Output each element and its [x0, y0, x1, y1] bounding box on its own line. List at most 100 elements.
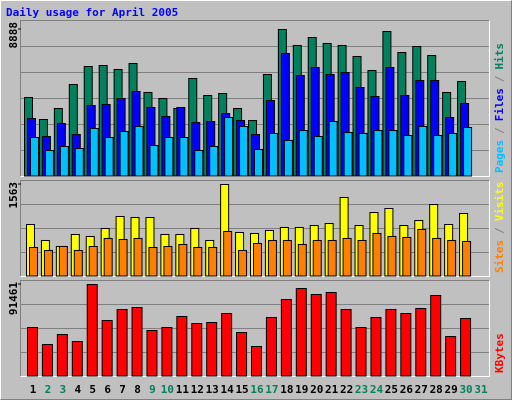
x-tick-label: 17: [265, 383, 278, 396]
bar: [208, 246, 218, 277]
x-tick-label: 1: [30, 383, 37, 396]
x-tick-label: 2: [45, 383, 52, 396]
x-tick-label: 20: [310, 383, 323, 396]
x-tick-label: 14: [221, 383, 235, 396]
bar: [43, 249, 53, 277]
x-tick-label: 9: [149, 383, 156, 396]
bar: [239, 126, 249, 177]
bar: [71, 341, 83, 377]
bar: [206, 322, 218, 377]
x-tick-label: 7: [119, 383, 126, 396]
bar: [400, 313, 412, 377]
x-tick-label: 27: [415, 383, 428, 396]
bar: [103, 237, 113, 277]
bar: [146, 330, 158, 377]
bar: [86, 284, 98, 377]
bar: [73, 249, 83, 277]
bar: [88, 245, 98, 277]
bar: [134, 126, 144, 177]
bar: [29, 246, 38, 277]
bar: [310, 293, 322, 377]
bar: [430, 294, 442, 377]
bar: [118, 238, 128, 277]
bar: [373, 130, 383, 177]
bar: [358, 132, 368, 177]
bar: [164, 137, 174, 177]
panel-shadow: [20, 20, 490, 177]
bar: [194, 150, 204, 177]
x-tick-label: 4: [74, 383, 81, 396]
bar: [342, 237, 352, 277]
bar: [463, 126, 473, 177]
legend-separator: /: [493, 127, 506, 134]
x-tick-label: 19: [295, 383, 308, 396]
bar: [418, 126, 428, 177]
x-tick-label: 5: [89, 383, 96, 396]
bar: [191, 322, 203, 377]
bar: [44, 150, 54, 177]
bar: [59, 145, 69, 177]
x-tick-label: 25: [385, 383, 398, 396]
bar: [133, 237, 143, 277]
panel-light: [20, 280, 490, 377]
x-tick-label: 16: [250, 383, 264, 396]
x-tick-label: 11: [176, 383, 190, 396]
x-tick-label: 30: [459, 383, 472, 396]
bar: [343, 132, 353, 177]
legend-separator: /: [493, 75, 506, 82]
bar: [297, 243, 307, 277]
bar: [402, 236, 412, 277]
x-tick-label: 3: [60, 383, 67, 396]
legend-entry: Pages: [493, 140, 506, 173]
bar: [370, 317, 382, 377]
bar: [148, 246, 158, 277]
bar: [238, 249, 248, 277]
y-max-label: 8888: [7, 22, 20, 49]
legend-entry: Sites: [493, 240, 506, 273]
bar: [432, 237, 442, 277]
bar: [89, 128, 99, 177]
bar: [163, 245, 173, 277]
bar: [403, 134, 413, 177]
bar: [254, 149, 263, 177]
bar: [417, 228, 427, 277]
legend-entry: Visits: [493, 182, 506, 222]
bar: [357, 239, 367, 277]
bar: [27, 327, 38, 377]
bar: [131, 307, 143, 377]
bar: [41, 344, 53, 377]
bar: [265, 317, 277, 377]
bar: [372, 232, 382, 277]
chart-title: Daily usage for April 2005: [6, 6, 178, 19]
legend-entry: KBytes: [493, 333, 506, 373]
x-tick-label: 13: [206, 383, 219, 396]
bar: [325, 292, 337, 377]
panel-shadow: [20, 280, 490, 377]
bar: [445, 336, 457, 377]
bar: [282, 239, 292, 277]
bar: [385, 309, 397, 377]
bar: [58, 245, 68, 277]
bar: [313, 136, 323, 177]
x-tick-label: 18: [280, 383, 293, 396]
bar: [149, 145, 159, 177]
bar: [415, 308, 427, 377]
bar: [74, 147, 84, 177]
bar: [388, 130, 398, 177]
y-max-label: 91461: [7, 282, 20, 315]
bar: [30, 137, 39, 177]
bar: [340, 309, 352, 377]
bar: [448, 132, 458, 177]
bar: [433, 134, 443, 177]
bar: [161, 327, 173, 377]
bar: [179, 137, 189, 177]
bar: [178, 243, 188, 277]
bar: [119, 130, 129, 177]
bar: [268, 132, 278, 177]
bar: [295, 288, 307, 377]
bar: [116, 309, 128, 377]
bar: [327, 239, 337, 277]
legend-separator: /: [493, 227, 506, 234]
